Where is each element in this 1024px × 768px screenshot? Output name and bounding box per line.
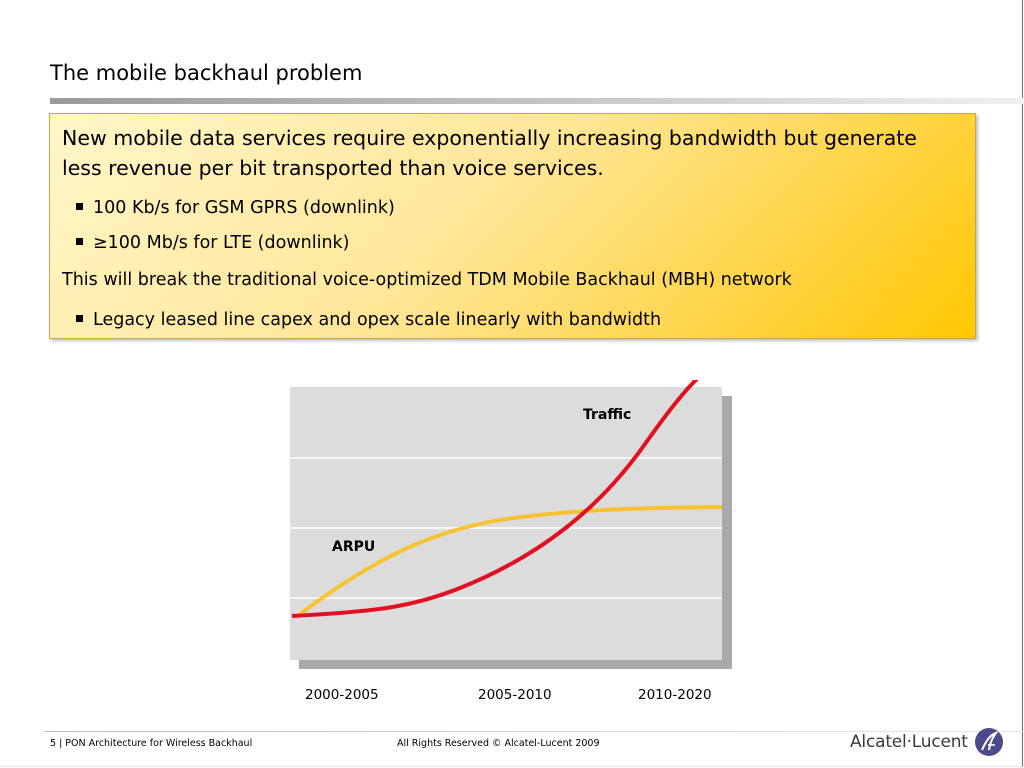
title-underline <box>50 98 1024 104</box>
traffic-series-line <box>291 380 699 618</box>
x-axis-labels: 2000-2005 2005-2010 2010-2020 <box>0 687 1024 707</box>
footer-page-info: 5 | PON Architecture for Wireless Backha… <box>50 738 253 749</box>
company-logo: Alcatel·Lucent <box>850 727 1004 757</box>
bullet-gprs-text: 100 Kb/s for GSM GPRS (downlink) <box>93 198 395 218</box>
arpu-series-label: ARPU <box>332 539 375 555</box>
alcatel-lucent-logo-icon <box>974 728 1003 756</box>
bullet-square-icon <box>76 315 83 322</box>
bullet-legacy: Legacy leased line capex and opex scale … <box>76 309 661 331</box>
bullet-square-icon <box>76 238 83 245</box>
x-tick-label: 2005-2010 <box>478 687 552 703</box>
callout-lead-text: New mobile data services require exponen… <box>62 126 917 180</box>
logo-wordmark: Alcatel·Lucent <box>850 732 968 752</box>
footer-divider <box>44 731 1024 732</box>
arpu-series-line <box>298 505 723 616</box>
bullet-legacy-text: Legacy leased line capex and opex scale … <box>93 310 662 330</box>
footer-copyright: All Rights Reserved © Alcatel-Lucent 200… <box>397 738 600 749</box>
traffic-series-label: Traffic <box>583 407 631 423</box>
callout-box: New mobile data services require exponen… <box>49 113 976 339</box>
bullet-lte-text: ≥100 Mb/s for LTE (downlink) <box>93 233 350 253</box>
bullet-gprs: 100 Kb/s for GSM GPRS (downlink) <box>76 197 395 219</box>
traffic-arpu-chart: Traffic ARPU <box>290 380 732 669</box>
plot-area <box>290 387 722 660</box>
slide-title: The mobile backhaul problem <box>50 61 363 85</box>
x-tick-label: 2010-2020 <box>638 687 712 703</box>
callout-second-statement: This will break the traditional voice-op… <box>62 270 792 290</box>
bullet-lte: ≥100 Mb/s for LTE (downlink) <box>76 232 350 254</box>
x-tick-label: 2000-2005 <box>305 687 379 703</box>
bullet-square-icon <box>76 203 83 210</box>
